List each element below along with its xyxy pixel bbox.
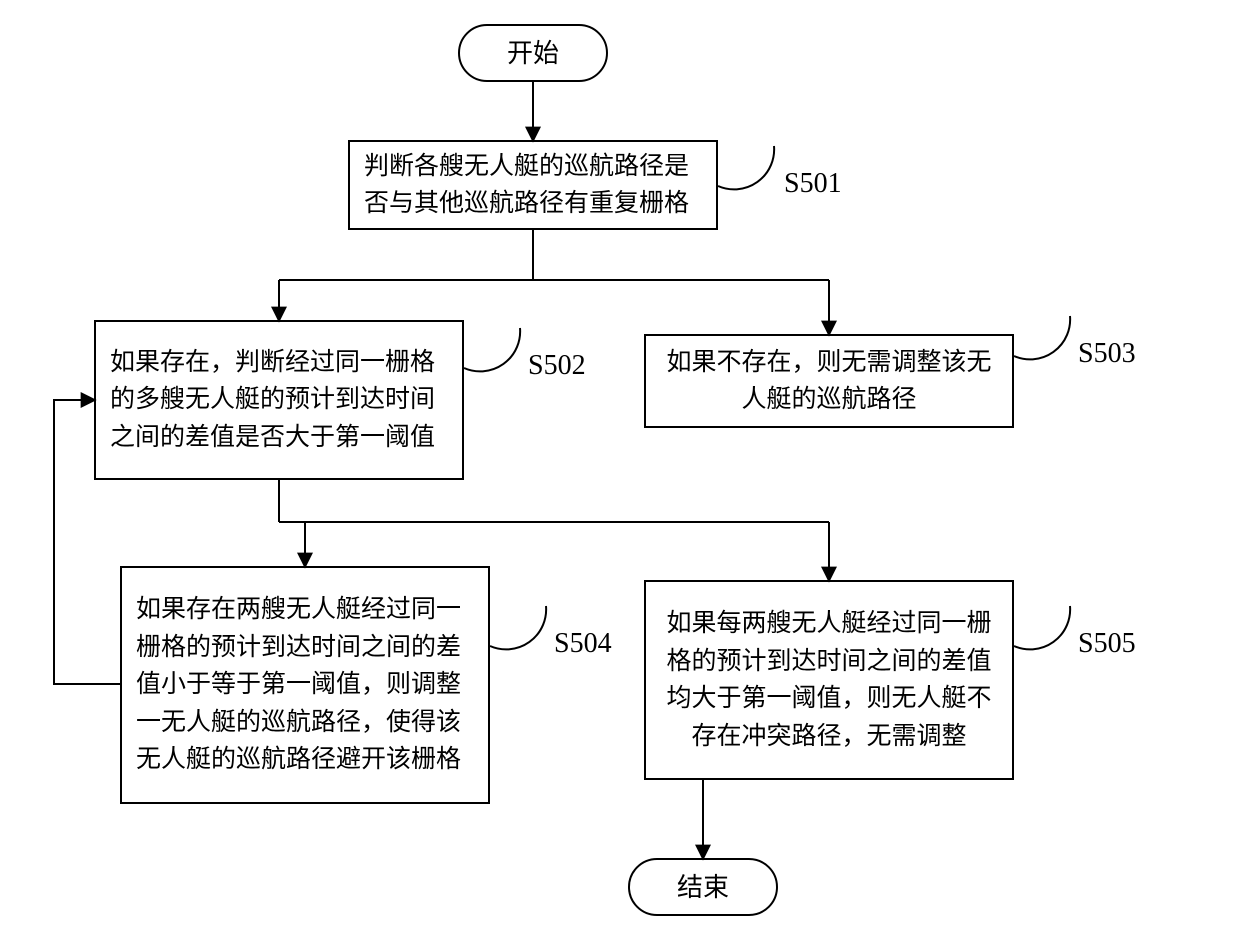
s502-label: S502 xyxy=(528,350,586,382)
s505-label: S505 xyxy=(1078,628,1136,660)
step-s505: 如果每两艘无人艇经过同一栅格的预计到达时间之间的差值均大于第一阈值，则无人艇不存… xyxy=(644,580,1014,780)
s502-text: 如果存在，判断经过同一栅格的多艘无人艇的预计到达时间之间的差值是否大于第一阈值 xyxy=(110,344,448,457)
s505-text: 如果每两艘无人艇经过同一栅格的预计到达时间之间的差值均大于第一阈值，则无人艇不存… xyxy=(660,605,998,755)
step-s501: 判断各艘无人艇的巡航路径是否与其他巡航路径有重复栅格 xyxy=(348,140,718,230)
step-s502: 如果存在，判断经过同一栅格的多艘无人艇的预计到达时间之间的差值是否大于第一阈值 xyxy=(94,320,464,480)
step-s504: 如果存在两艘无人艇经过同一栅格的预计到达时间之间的差值小于等于第一阈值，则调整一… xyxy=(120,566,490,804)
s503-label: S503 xyxy=(1078,338,1136,370)
flowchart-end: 结束 xyxy=(628,858,778,916)
flowchart-start: 开始 xyxy=(458,24,608,82)
s503-text: 如果不存在，则无需调整该无人艇的巡航路径 xyxy=(660,344,998,419)
s501-label: S501 xyxy=(784,168,842,200)
end-text: 结束 xyxy=(677,868,729,907)
s501-text: 判断各艘无人艇的巡航路径是否与其他巡航路径有重复栅格 xyxy=(364,148,702,223)
s504-label: S504 xyxy=(554,628,612,660)
s504-text: 如果存在两艘无人艇经过同一栅格的预计到达时间之间的差值小于等于第一阈值，则调整一… xyxy=(136,591,474,779)
start-text: 开始 xyxy=(507,34,559,73)
step-s503: 如果不存在，则无需调整该无人艇的巡航路径 xyxy=(644,334,1014,428)
